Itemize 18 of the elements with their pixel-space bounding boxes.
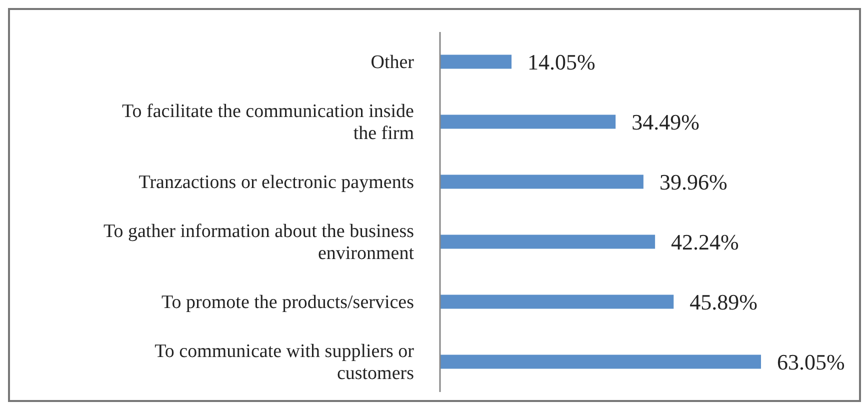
bar	[440, 294, 674, 309]
y-tick-label: To promote the products/services	[162, 292, 414, 312]
y-tick-label: To communicate with suppliers or customers	[154, 340, 415, 384]
y-tick-label: Tranzactions or electronic payments	[138, 172, 414, 192]
data-label: 45.89%	[690, 290, 758, 315]
data-label: 63.05%	[777, 350, 845, 375]
y-tick-label: Other	[370, 52, 415, 72]
data-label: 14.05%	[528, 50, 596, 75]
bar	[440, 174, 644, 189]
y-tick-label: To facilitate the communication inside the firm	[122, 100, 414, 144]
data-label: 39.96%	[659, 170, 728, 195]
y-tick-label: To gather information about the business environment	[103, 220, 415, 264]
bar	[440, 114, 616, 129]
bar	[440, 354, 761, 369]
bar	[440, 234, 656, 249]
data-label: 42.24%	[671, 230, 739, 255]
data-label: 34.49%	[632, 110, 700, 135]
bar	[440, 54, 512, 69]
